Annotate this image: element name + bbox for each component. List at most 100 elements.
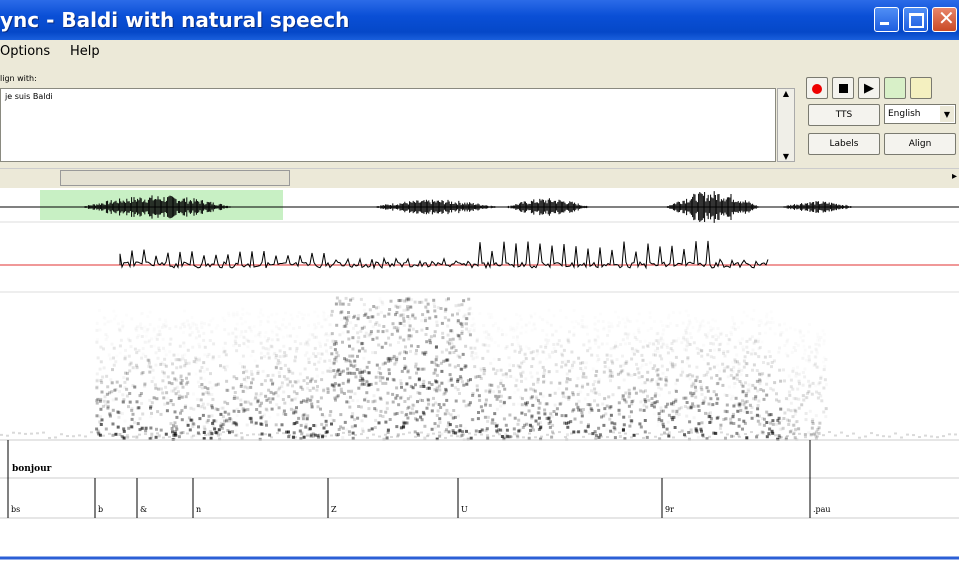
spectrogram-cell — [327, 352, 330, 355]
spectrogram-cell — [172, 403, 175, 406]
spectrogram-cell — [732, 435, 735, 437]
spectrogram-cell — [757, 338, 760, 341]
language-select[interactable]: English▼ — [884, 104, 956, 124]
spectrogram-cell — [149, 311, 152, 314]
spectrogram-cell — [505, 424, 508, 427]
spectrogram-cell — [168, 327, 171, 330]
spectrogram-cell — [434, 315, 437, 318]
spectrogram-cell — [375, 382, 378, 385]
spectrogram-cell — [163, 372, 166, 375]
spectrogram-cell — [414, 417, 417, 420]
spectrogram-cell — [340, 388, 343, 391]
spectrogram-cell — [422, 380, 425, 383]
spectrogram-cell — [112, 357, 115, 360]
spectrogram-cell — [163, 363, 166, 366]
spectrogram-cell — [638, 422, 641, 425]
minimize-button[interactable] — [874, 7, 899, 32]
spectrogram-cell — [406, 305, 409, 308]
spectrogram-cell — [295, 421, 298, 424]
spectrogram-cell — [618, 386, 621, 389]
spectrogram-cell — [592, 383, 595, 386]
spectrogram-cell — [763, 424, 766, 427]
spectrogram-cell — [119, 344, 122, 347]
spectrogram-cell — [415, 372, 418, 375]
spectrogram-cell — [648, 432, 651, 434]
spectrogram-cell — [316, 400, 319, 403]
spectrogram-cell — [765, 421, 768, 424]
spectrogram-cell — [360, 371, 363, 374]
tool-button[interactable] — [910, 77, 932, 99]
spectrogram-cell — [587, 423, 590, 426]
record-button[interactable] — [806, 77, 828, 99]
spectrogram-cell — [577, 357, 580, 360]
play-button[interactable]: ▶ — [858, 77, 880, 99]
spectrogram-cell — [341, 436, 344, 439]
spectrogram-cell — [415, 363, 418, 366]
spectrogram-cell — [379, 414, 382, 417]
spectrogram-cell — [699, 380, 702, 383]
spectrogram-cell — [745, 374, 748, 377]
spectrogram-cell — [558, 431, 561, 433]
labels-button[interactable]: Labels — [808, 133, 880, 155]
spectrogram-cell — [659, 354, 662, 357]
spectrogram-cell — [250, 418, 253, 421]
spectrogram-cell — [384, 342, 387, 345]
spectrogram-cell — [520, 380, 523, 383]
spectrogram-cell — [709, 397, 712, 400]
spectrogram-cell — [608, 325, 611, 328]
spectrogram-cell — [803, 368, 806, 371]
spectrogram-cell — [234, 342, 237, 345]
time-scrollbar[interactable]: ▸ — [0, 168, 959, 188]
spectrogram-cell — [741, 337, 744, 340]
spectrogram-cell — [157, 388, 160, 391]
spectrogram-cell — [289, 347, 292, 350]
spectrogram-cell — [177, 390, 180, 393]
spectrogram-cell — [204, 346, 207, 349]
spectrogram-cell — [317, 361, 320, 364]
spectrogram-cell — [750, 431, 753, 433]
spectrogram-cell — [188, 373, 191, 376]
spectrogram-cell — [523, 354, 526, 357]
spectrogram-cell — [633, 434, 636, 437]
spectrogram-cell — [333, 375, 336, 378]
spectrogram-cell — [645, 363, 648, 366]
spectrogram-cell — [195, 324, 198, 327]
spectrogram-cell — [134, 348, 137, 351]
spectrogram-cell — [660, 388, 663, 391]
spectrogram-cell — [542, 366, 545, 369]
menu-item[interactable]: Options — [0, 44, 50, 59]
spectrogram-cell — [632, 333, 635, 336]
spectrogram-cell — [307, 313, 310, 316]
align-button[interactable]: Align — [884, 133, 956, 155]
spectrogram-cell — [162, 396, 165, 399]
spectrogram-cell — [426, 407, 429, 410]
stop-button[interactable] — [832, 77, 854, 99]
spectrogram-cell — [272, 374, 275, 377]
spectrogram-cell — [539, 345, 542, 348]
spectrogram-cell — [380, 398, 383, 401]
tts-button[interactable]: TTS — [808, 104, 880, 126]
spectrogram-cell — [369, 308, 372, 311]
spectrogram-cell — [488, 391, 491, 394]
spectrogram-cell — [817, 382, 820, 385]
spectrogram-cell — [568, 370, 571, 373]
spectrogram-cell — [741, 346, 744, 349]
spectrogram-cell — [368, 429, 371, 432]
spectrogram-cell — [470, 354, 473, 357]
spectrogram-cell — [828, 431, 831, 433]
spectrogram-cell — [377, 330, 380, 333]
menu-item[interactable]: Help — [70, 44, 100, 59]
spectrogram-cell — [152, 376, 155, 379]
spectrogram-cell — [54, 436, 57, 438]
tool-button[interactable] — [884, 77, 906, 99]
align-textbox[interactable]: je suis Baldi — [0, 88, 776, 162]
spectrogram-cell — [122, 376, 125, 379]
spectrogram-cell — [486, 434, 489, 436]
maximize-button[interactable] — [903, 7, 928, 32]
spectrogram-cell — [721, 384, 724, 387]
spectrogram-cell — [697, 352, 700, 355]
close-button[interactable]: ✕ — [932, 7, 957, 32]
spectrogram-cell — [699, 325, 702, 328]
spectrogram-cell — [182, 331, 185, 334]
text-scrollbar[interactable]: ▲▼ — [777, 88, 795, 162]
